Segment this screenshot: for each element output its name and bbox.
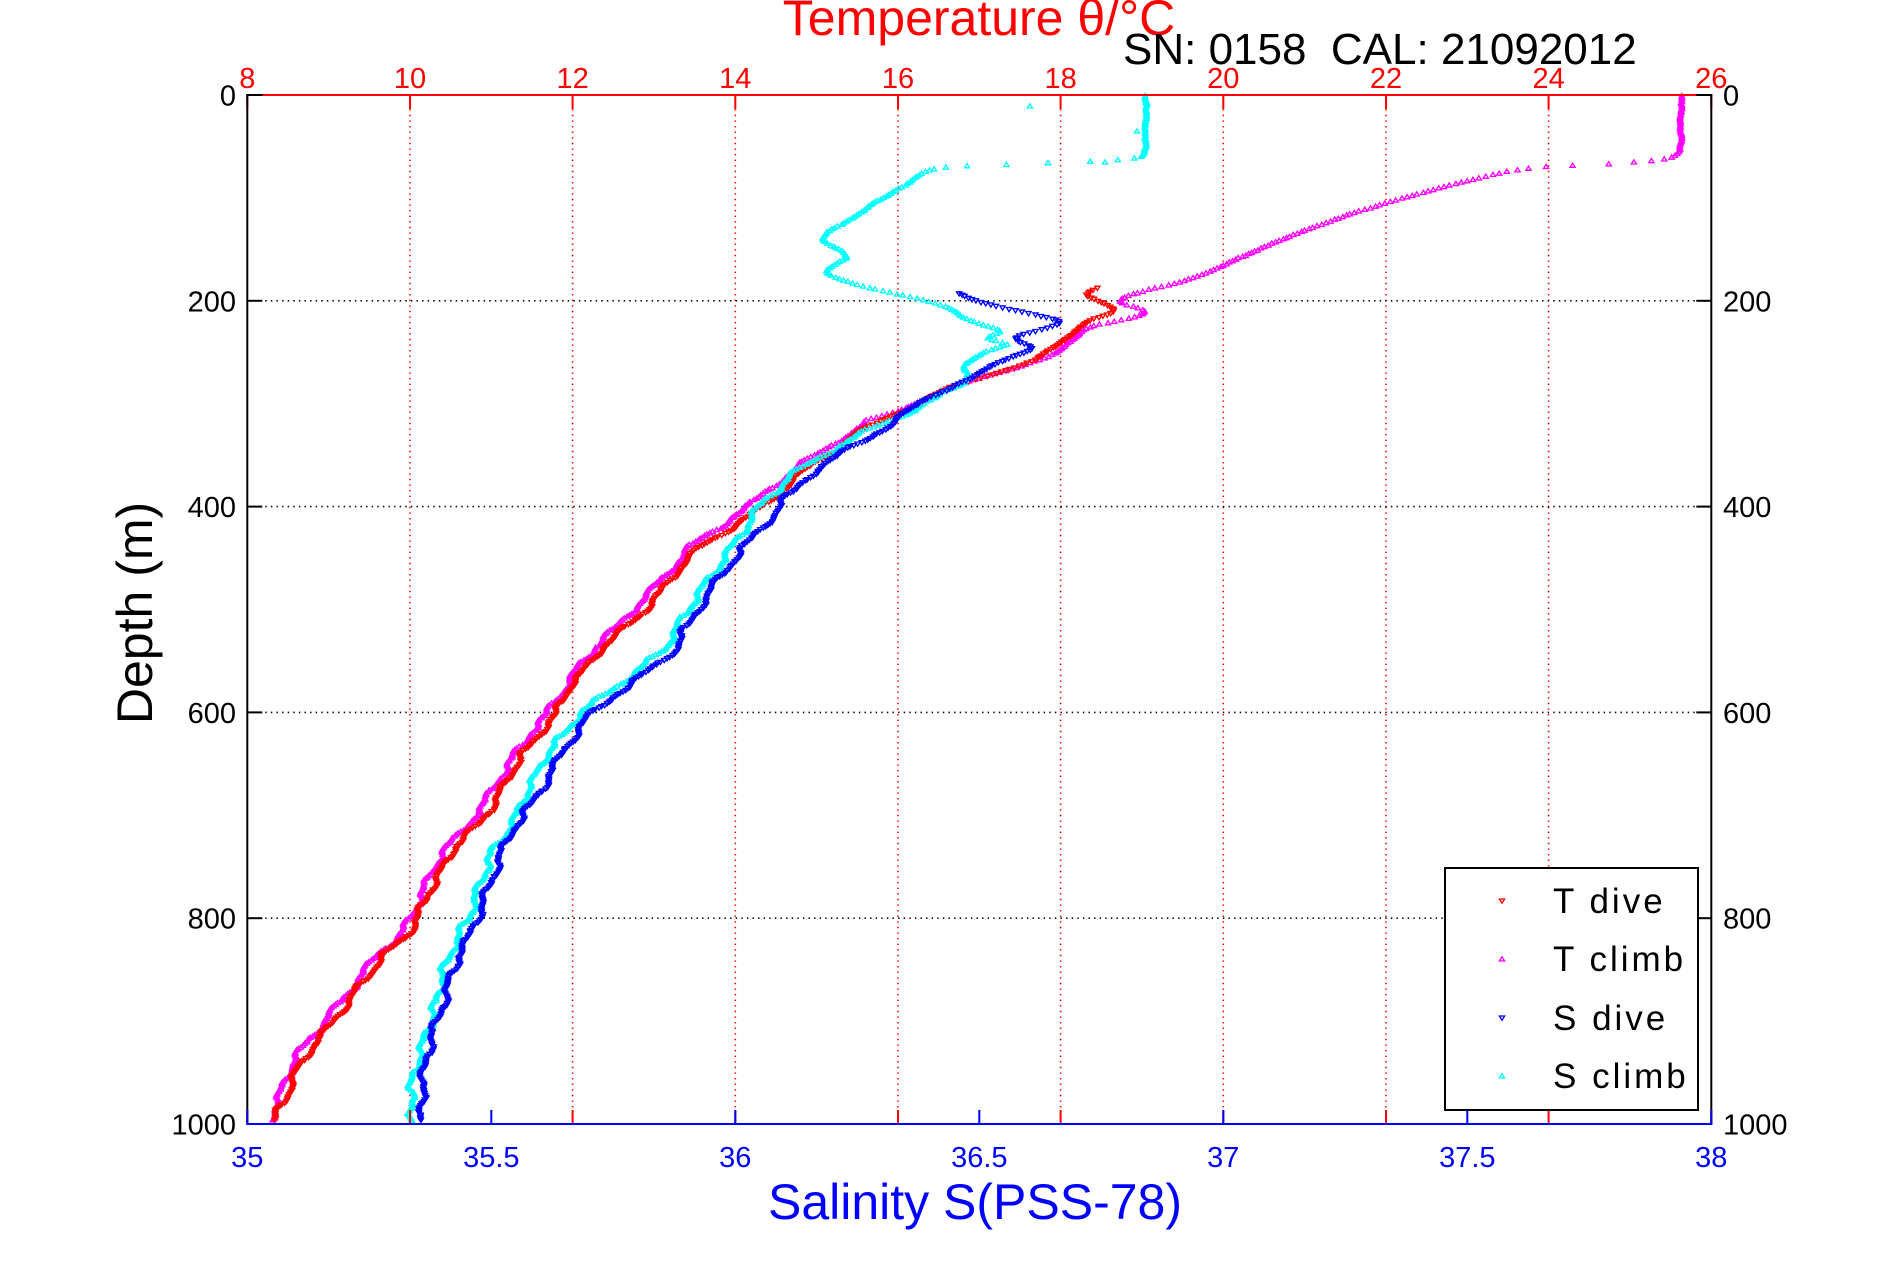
svg-text:600: 600: [1723, 698, 1771, 730]
svg-text:Temperature θ/°C: Temperature θ/°C: [783, 0, 1175, 46]
svg-text:0: 0: [1723, 81, 1739, 113]
svg-text:400: 400: [1723, 492, 1771, 524]
svg-text:10: 10: [394, 63, 426, 95]
svg-text:800: 800: [188, 904, 236, 936]
svg-text:35: 35: [231, 1142, 263, 1174]
svg-text:Salinity S(PSS-78): Salinity S(PSS-78): [768, 1174, 1182, 1230]
svg-text:1000: 1000: [171, 1110, 236, 1142]
svg-text:800: 800: [1723, 904, 1771, 936]
svg-text:12: 12: [556, 63, 588, 95]
svg-text:S dive: S dive: [1553, 999, 1668, 1038]
svg-text:20: 20: [1207, 63, 1239, 95]
svg-text:200: 200: [188, 286, 236, 318]
svg-text:35.5: 35.5: [463, 1142, 519, 1174]
svg-text:S climb: S climb: [1553, 1057, 1689, 1096]
svg-text:26: 26: [1695, 63, 1727, 95]
svg-text:T climb: T climb: [1553, 940, 1686, 979]
svg-text:16: 16: [882, 63, 914, 95]
svg-text:38: 38: [1695, 1142, 1727, 1174]
svg-text:200: 200: [1723, 286, 1771, 318]
svg-text:14: 14: [719, 63, 751, 95]
svg-text:18: 18: [1044, 63, 1076, 95]
svg-text:400: 400: [188, 492, 236, 524]
svg-text:Depth (m): Depth (m): [107, 502, 163, 724]
svg-text:36: 36: [719, 1142, 751, 1174]
svg-text:SN: 0158 CAL: 21092012: SN: 0158 CAL: 21092012: [1123, 25, 1637, 74]
svg-text:0: 0: [220, 81, 236, 113]
svg-text:36.5: 36.5: [951, 1142, 1007, 1174]
svg-text:600: 600: [188, 698, 236, 730]
svg-text:T dive: T dive: [1553, 882, 1666, 921]
svg-text:37: 37: [1207, 1142, 1239, 1174]
svg-text:37.5: 37.5: [1439, 1142, 1495, 1174]
svg-text:1000: 1000: [1723, 1110, 1788, 1142]
svg-text:22: 22: [1370, 63, 1402, 95]
svg-text:24: 24: [1532, 63, 1564, 95]
svg-text:8: 8: [239, 63, 255, 95]
